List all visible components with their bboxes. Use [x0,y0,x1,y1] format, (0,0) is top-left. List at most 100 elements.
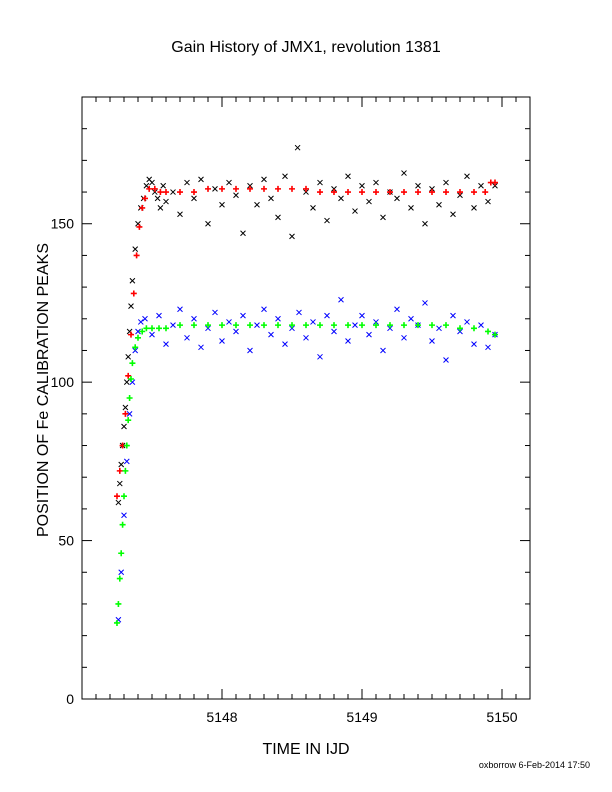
data-point [387,189,393,196]
data-point [352,208,358,214]
data-point [443,179,449,186]
data-point [422,300,428,306]
data-point [219,338,225,344]
data-point [233,192,239,199]
data-point [121,423,127,430]
data-point [261,306,267,313]
data-point [137,319,144,325]
data-point [366,331,372,338]
y-tick-label: 150 [51,216,75,232]
series-0 [115,144,498,506]
data-point [478,322,484,328]
data-point [331,189,337,196]
data-point [154,195,161,202]
data-point [345,189,351,196]
data-point [116,467,123,474]
data-point [380,214,386,221]
data-point [485,328,491,335]
data-point [345,322,351,329]
data-point [115,600,122,607]
data-point [114,619,120,626]
data-point [160,182,167,189]
data-point [324,217,330,224]
data-point [123,379,130,386]
data-point [240,230,246,237]
data-point [233,322,239,329]
data-point [415,189,421,196]
data-point [170,322,176,328]
data-point [125,372,132,379]
data-point [303,334,309,341]
data-point [268,331,274,338]
data-point [310,319,316,325]
data-point [198,344,204,351]
data-point [289,322,295,329]
data-point [457,192,463,199]
data-point [191,322,197,329]
data-point [122,410,129,417]
data-point [247,322,253,329]
axis-ticks: 5148 5149 5150 0 50 100 150 [51,96,531,725]
data-point [443,322,449,329]
data-point [415,322,421,329]
data-point [471,189,477,196]
data-point [268,195,274,202]
data-point [130,290,137,297]
x-tick-label: 5150 [486,709,517,725]
data-point [464,319,470,325]
data-point [226,179,232,186]
data-point [457,325,463,332]
data-point [177,211,183,218]
data-point [157,205,164,211]
data-point [261,322,267,329]
data-point [128,331,134,338]
data-point [275,315,281,322]
data-point [151,185,158,192]
x-axis-label: TIME IN IJD [262,741,349,758]
data-point [492,331,498,338]
data-point [125,353,132,360]
data-marks [114,144,498,626]
data-point [373,322,379,329]
data-point [139,328,146,335]
data-point [122,404,129,411]
data-point [149,179,155,186]
data-point [275,185,281,192]
data-point [136,223,143,230]
data-point [205,322,211,329]
data-point [373,319,379,325]
data-point [261,185,267,192]
series-3 [114,322,498,626]
data-point [240,312,246,319]
data-point [191,315,197,322]
data-point [121,493,127,500]
data-point [359,322,365,329]
data-point [184,334,190,341]
data-point [324,312,330,319]
data-point [177,306,183,313]
data-point [247,185,253,192]
data-point [471,205,477,211]
data-point [289,325,295,332]
data-point [126,395,133,401]
data-point [387,325,393,332]
data-point [226,319,232,325]
data-point [129,277,136,284]
data-point [401,170,407,176]
data-point [163,341,169,347]
data-point [116,480,123,487]
data-point [457,189,463,196]
data-point [119,521,126,528]
data-point [191,189,197,196]
data-point [275,214,281,221]
data-point [401,322,407,329]
data-point [135,334,141,341]
data-point [118,461,125,468]
data-point [359,182,365,189]
data-point [387,322,393,329]
y-tick-label: 0 [66,691,74,707]
data-point [394,195,400,202]
footer-credit: oxborrow 6-Feb-2014 17:50 [479,760,590,770]
data-point [478,182,484,189]
data-point [122,467,129,474]
